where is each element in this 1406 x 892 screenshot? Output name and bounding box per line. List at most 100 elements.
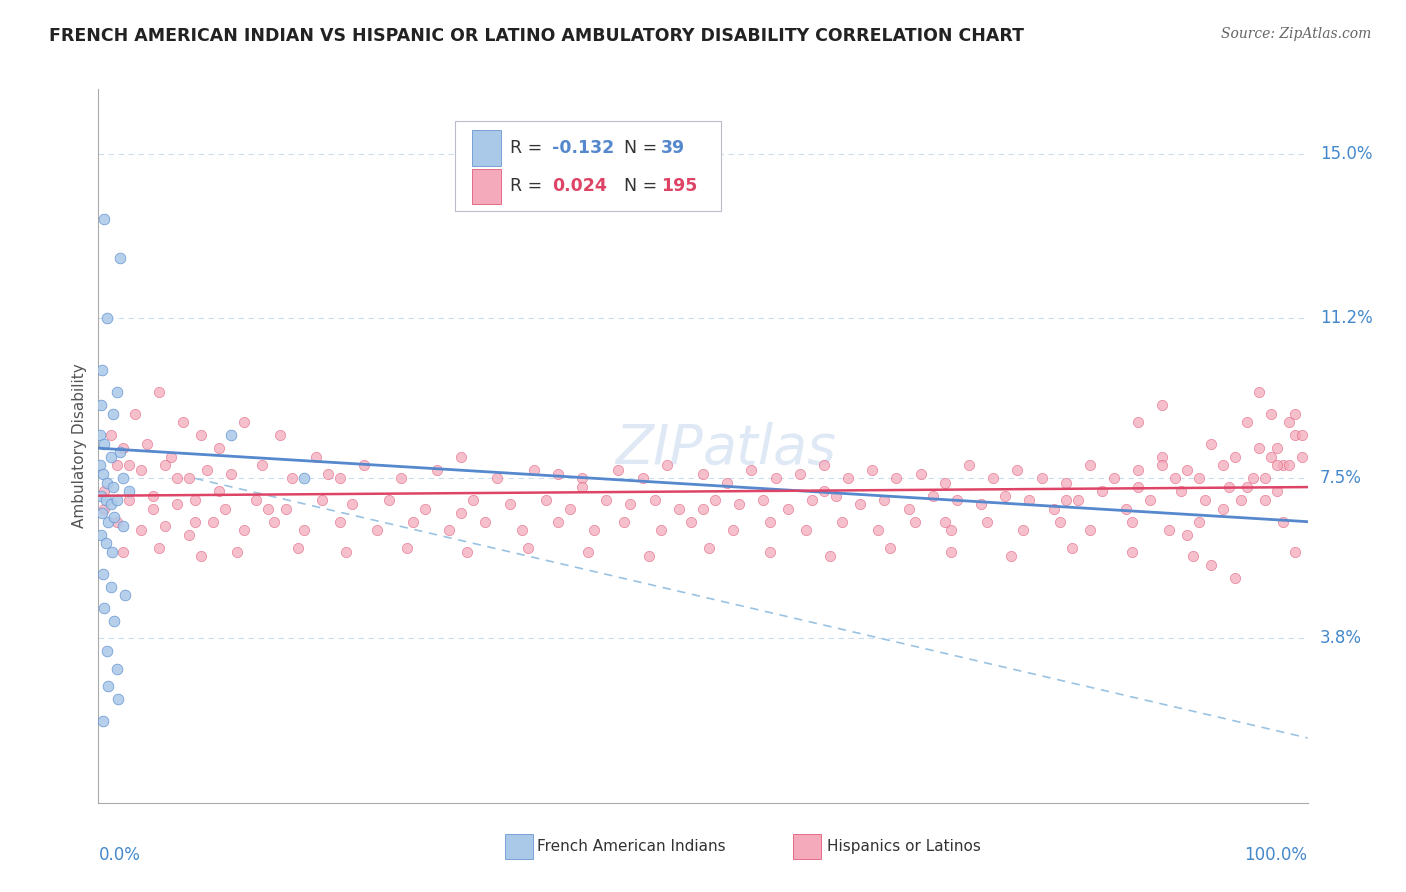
Point [1157,524,1180,538]
Text: 7.5%: 7.5% [1320,469,1361,487]
Text: 39: 39 [661,139,685,157]
Text: 0.024: 0.024 [551,178,607,195]
Point [668,501,690,516]
Text: 0.0%: 0.0% [98,846,141,863]
Point [311,493,333,508]
Point [1102,471,1125,485]
Point [1054,475,1077,490]
Point [96,311,118,326]
Point [93,211,115,226]
Point [1254,493,1277,508]
Point [1254,471,1277,485]
Point [269,428,291,442]
Point [179,527,201,541]
Point [1175,527,1198,541]
Point [91,506,114,520]
Text: atlas: atlas [703,422,837,475]
Point [221,428,243,442]
Point [981,471,1004,485]
Text: N =: N = [624,139,664,157]
Point [1278,458,1301,473]
Point [89,458,111,473]
Point [166,497,188,511]
Point [90,398,112,412]
Point [474,515,496,529]
Text: ZIP: ZIP [616,422,703,475]
Point [232,415,254,429]
Point [101,480,124,494]
Point [184,515,207,529]
Point [849,497,872,511]
Point [1000,549,1022,564]
FancyBboxPatch shape [472,130,501,166]
Point [105,662,128,676]
Point [208,484,231,499]
Point [583,524,606,538]
Point [758,515,780,529]
Point [100,497,122,511]
Point [619,497,641,511]
Point [1188,515,1211,529]
Text: Source: ZipAtlas.com: Source: ZipAtlas.com [1220,27,1371,41]
Point [631,471,654,485]
Point [100,428,122,442]
Point [274,501,297,516]
Point [1260,450,1282,464]
Point [142,489,165,503]
Point [692,501,714,516]
Point [129,524,152,538]
Point [1218,480,1240,494]
Point [93,601,115,615]
Point [245,493,267,508]
Point [1267,484,1289,499]
Point [366,524,388,538]
Point [547,467,569,482]
Point [1188,471,1211,485]
Point [1181,549,1204,564]
Point [1272,458,1295,473]
Point [637,549,659,564]
Point [868,524,890,538]
Point [202,515,225,529]
Point [1236,415,1258,429]
Point [831,515,853,529]
Point [129,463,152,477]
Point [498,497,520,511]
Point [263,515,285,529]
Point [1175,463,1198,477]
Point [1031,471,1053,485]
FancyBboxPatch shape [456,121,721,211]
Point [800,493,823,508]
Text: R =: R = [509,178,547,195]
Text: R =: R = [509,139,547,157]
Text: French American Indians: French American Indians [537,839,725,854]
Point [91,363,114,377]
Y-axis label: Ambulatory Disability: Ambulatory Disability [72,364,87,528]
Point [1078,458,1101,473]
Point [1284,407,1306,421]
Point [934,475,956,490]
Point [287,541,309,555]
Point [179,471,201,485]
Point [256,501,278,516]
Text: Hispanics or Latinos: Hispanics or Latinos [827,839,980,854]
Point [897,501,920,516]
Point [1223,571,1246,585]
Point [1212,458,1234,473]
Point [613,515,636,529]
Point [1115,501,1137,516]
Point [329,471,352,485]
Point [105,384,128,399]
Point [107,692,129,706]
Point [716,475,738,490]
Point [166,471,188,485]
Point [148,541,170,555]
Point [576,545,599,559]
Point [1018,493,1040,508]
Text: 195: 195 [661,178,697,195]
Point [752,493,775,508]
Point [1199,437,1222,451]
Point [305,450,328,464]
Point [1152,458,1174,473]
Point [571,471,593,485]
